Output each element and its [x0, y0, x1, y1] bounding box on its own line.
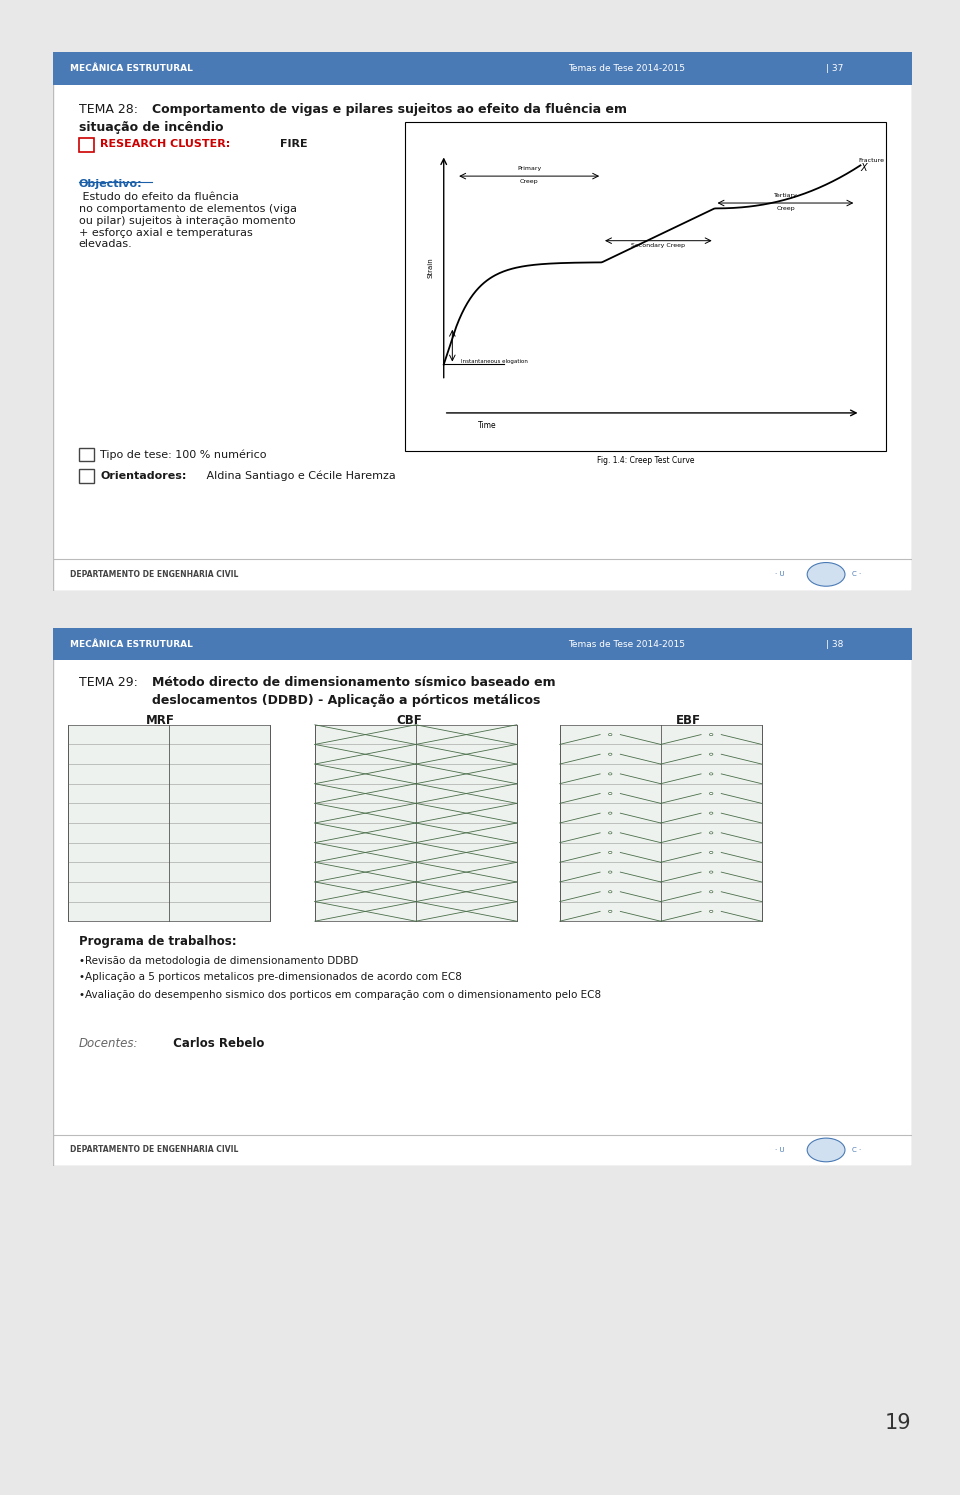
- Text: situação de incêndio: situação de incêndio: [79, 121, 223, 133]
- Text: FIRE: FIRE: [280, 139, 308, 150]
- Circle shape: [709, 891, 713, 893]
- Text: C ·: C ·: [852, 1147, 861, 1153]
- Text: •Aplicação a 5 porticos metalicos pre-dimensionados de acordo com EC8: •Aplicação a 5 porticos metalicos pre-di…: [79, 972, 462, 982]
- Bar: [79, 139, 94, 152]
- Text: Temas de Tese 2014-2015: Temas de Tese 2014-2015: [568, 640, 685, 649]
- Circle shape: [709, 910, 713, 912]
- Circle shape: [709, 831, 713, 834]
- Text: Temas de Tese 2014-2015: Temas de Tese 2014-2015: [568, 64, 685, 73]
- Text: Tertiary: Tertiary: [774, 193, 798, 197]
- Circle shape: [609, 792, 612, 795]
- Circle shape: [609, 812, 612, 815]
- Bar: [315, 725, 516, 921]
- Bar: [79, 469, 94, 483]
- Text: Strain: Strain: [427, 257, 433, 278]
- Bar: [53, 628, 912, 661]
- Text: Fracture: Fracture: [859, 157, 885, 163]
- Text: Objectivo:: Objectivo:: [79, 179, 142, 188]
- Circle shape: [709, 773, 713, 774]
- Bar: [405, 123, 886, 450]
- Text: C ·: C ·: [852, 571, 861, 577]
- Text: Comportamento de vigas e pilares sujeitos ao efeito da fluência em: Comportamento de vigas e pilares sujeito…: [152, 103, 627, 117]
- Text: DEPARTAMENTO DE ENGENHARIA CIVIL: DEPARTAMENTO DE ENGENHARIA CIVIL: [70, 1145, 238, 1154]
- Circle shape: [609, 773, 612, 774]
- Text: Programa de trabalhos:: Programa de trabalhos:: [79, 934, 236, 948]
- Circle shape: [709, 872, 713, 873]
- Text: Time: Time: [478, 422, 496, 431]
- Circle shape: [609, 891, 612, 893]
- Text: Estudo do efeito da fluência
no comportamento de elementos (viga
ou pilar) sujei: Estudo do efeito da fluência no comporta…: [79, 193, 297, 250]
- Text: Fig. 1.4: Creep Test Curve: Fig. 1.4: Creep Test Curve: [597, 456, 694, 465]
- Text: RESEARCH CLUSTER:: RESEARCH CLUSTER:: [100, 139, 230, 150]
- Text: X: X: [860, 163, 867, 173]
- Text: deslocamentos (DDBD) - Aplicação a pórticos metálicos: deslocamentos (DDBD) - Aplicação a pórti…: [152, 694, 540, 707]
- Text: Primary: Primary: [517, 166, 541, 170]
- Circle shape: [609, 910, 612, 912]
- Circle shape: [609, 851, 612, 854]
- Text: · U: · U: [775, 1147, 784, 1153]
- Text: EBF: EBF: [676, 715, 701, 727]
- Bar: [68, 725, 270, 921]
- Circle shape: [609, 831, 612, 834]
- Text: •Avaliação do desempenho sismico dos porticos em comparação com o dimensionament: •Avaliação do desempenho sismico dos por…: [79, 990, 601, 1000]
- Text: Tipo de tese: 100 % numérico: Tipo de tese: 100 % numérico: [100, 448, 267, 459]
- Circle shape: [609, 872, 612, 873]
- Text: | 38: | 38: [827, 640, 844, 649]
- Circle shape: [709, 734, 713, 736]
- Text: · U: · U: [775, 571, 784, 577]
- Text: Creep: Creep: [776, 206, 795, 211]
- Text: Docentes:: Docentes:: [79, 1038, 138, 1049]
- Text: MRF: MRF: [146, 715, 175, 727]
- Bar: [560, 725, 761, 921]
- Bar: [79, 448, 94, 462]
- Text: TEMA 28:: TEMA 28:: [79, 103, 141, 117]
- Circle shape: [709, 851, 713, 854]
- Text: TEMA 29:: TEMA 29:: [79, 676, 141, 689]
- Text: CBF: CBF: [396, 715, 422, 727]
- Text: MECÂNICA ESTRUTURAL: MECÂNICA ESTRUTURAL: [70, 64, 193, 73]
- Text: Secondary Creep: Secondary Creep: [632, 244, 685, 248]
- Text: MECÂNICA ESTRUTURAL: MECÂNICA ESTRUTURAL: [70, 640, 193, 649]
- Circle shape: [709, 792, 713, 795]
- Text: Orientadores:: Orientadores:: [100, 471, 186, 481]
- Text: Creep: Creep: [520, 179, 539, 184]
- Text: 19: 19: [884, 1413, 911, 1434]
- Circle shape: [709, 812, 713, 815]
- Circle shape: [609, 753, 612, 755]
- Text: Carlos Rebelo: Carlos Rebelo: [169, 1038, 264, 1049]
- Bar: [53, 52, 912, 85]
- Circle shape: [807, 1138, 845, 1162]
- Text: Método directo de dimensionamento sísmico baseado em: Método directo de dimensionamento sísmic…: [152, 676, 555, 689]
- Text: Instantaneous elogation: Instantaneous elogation: [461, 359, 528, 365]
- Circle shape: [609, 734, 612, 736]
- Text: Aldina Santiago e Cécile Haremza: Aldina Santiago e Cécile Haremza: [204, 471, 396, 481]
- Text: DEPARTAMENTO DE ENGENHARIA CIVIL: DEPARTAMENTO DE ENGENHARIA CIVIL: [70, 570, 238, 579]
- Circle shape: [709, 753, 713, 755]
- Text: •Revisão da metodologia de dimensionamento DDBD: •Revisão da metodologia de dimensionamen…: [79, 957, 358, 966]
- Text: | 37: | 37: [827, 64, 844, 73]
- Circle shape: [807, 562, 845, 586]
